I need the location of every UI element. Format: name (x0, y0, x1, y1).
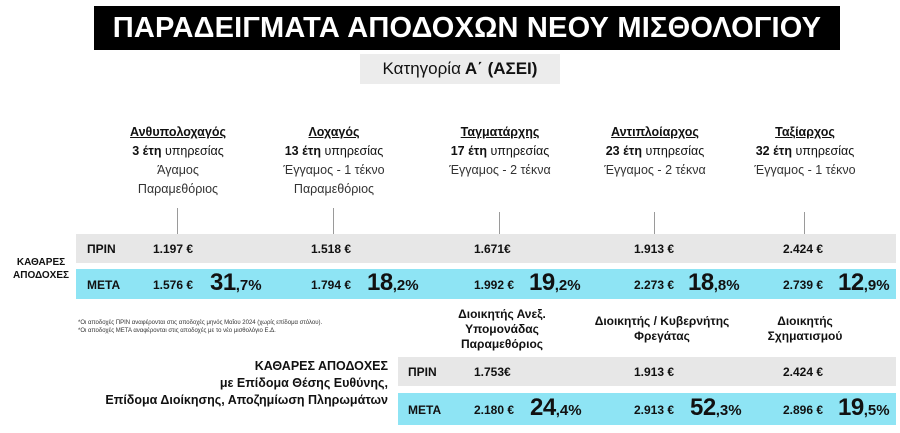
column-tagmatarchis: Ταγματάρχης 17 έτη υπηρεσίας Έγγαμος - 2… (425, 123, 575, 180)
location-status: Παραμεθόριος (137, 182, 219, 196)
net-salary-label: ΚΑΘΑΡΕΣ ΑΠΟΔΟΧΕΣ (13, 257, 69, 281)
allowance-before-value: 1.913 € (634, 365, 675, 379)
before-value: 1.518 € (311, 242, 352, 256)
rank-title: Αντιπλοίαρχος (611, 125, 699, 139)
before-value: 2.424 € (783, 242, 824, 256)
command-label-formation: Διοικητής Σχηματισμού (767, 314, 843, 343)
before-value: 1.671€ (474, 242, 511, 256)
before-row-band (76, 234, 896, 263)
after-value: 2.739 € (783, 278, 824, 292)
connector-line (333, 208, 334, 234)
column-antiploiarchos: Αντιπλοίαρχος 23 έτη υπηρεσίας Έγγαμος -… (580, 123, 730, 180)
category-subtitle: Κατηγορία Α΄ (ΑΣΕΙ) (360, 54, 560, 84)
allowance-increase-percent: 52,3% (690, 394, 742, 421)
connector-line (804, 212, 805, 234)
allowance-increase-percent: 24,4% (530, 394, 582, 421)
allowance-after-value: 2.896 € (783, 403, 824, 417)
allowance-after-label: ΜΕΤΑ (408, 403, 442, 417)
after-value: 1.794 € (311, 278, 352, 292)
family-status: Έγγαμος - 1 τέκνο (754, 163, 856, 177)
rank-title: Ανθυπολοχαγός (130, 125, 226, 139)
before-value: 1.197 € (153, 242, 194, 256)
family-status: Έγγαμος - 2 τέκνα (604, 163, 706, 177)
column-lochagos: Λοχαγός 13 έτη υπηρεσίας Έγγαμος - 1 τέκ… (259, 123, 409, 199)
family-status: Έγγαμος - 1 τέκνο (283, 163, 385, 177)
net-salary-with-allowances-title: ΚΑΘΑΡΕΣ ΑΠΟΔΟΧΕΣ με Επίδομα Θέσης Ευθύνη… (105, 359, 388, 407)
after-value: 2.273 € (634, 278, 675, 292)
years-of-service: 17 έτη υπηρεσίας (450, 144, 550, 158)
rank-title: Ταγματάρχης (460, 125, 540, 139)
increase-percent: 12,9% (838, 269, 890, 296)
family-status: Έγγαμος - 2 τέκνα (449, 163, 551, 177)
family-status: Άγαμος (157, 163, 199, 177)
before-value: 1.913 € (634, 242, 675, 256)
allowance-before-value: 2.424 € (783, 365, 824, 379)
allowance-after-value: 2.913 € (634, 403, 675, 417)
increase-percent: 31,7% (210, 269, 262, 296)
allowance-before-value: 1.753€ (474, 365, 511, 379)
after-row-label: ΜΕΤΑ (87, 278, 121, 292)
connector-line (654, 212, 655, 234)
increase-percent: 18,2% (367, 269, 419, 296)
column-taxiarchos: Ταξίαρχος 32 έτη υπηρεσίας Έγγαμος - 1 τ… (730, 123, 880, 180)
rank-title: Ταξίαρχος (775, 125, 835, 139)
after-value: 1.576 € (153, 278, 194, 292)
allowance-before-label: ΠΡΙΝ (408, 365, 437, 379)
footnotes: *Οι αποδοχές ΠΡΙΝ αναφέρονται στις αποδο… (78, 320, 323, 334)
connector-line (499, 212, 500, 234)
page-title: ΠΑΡΑΔΕΙΓΜΑΤΑ ΑΠΟΔΟΧΩΝ ΝΕΟΥ ΜΙΣΘΟΛΟΓΙΟΥ (94, 6, 840, 50)
years-of-service: 13 έτη υπηρεσίας (284, 144, 384, 158)
column-anthypolochagos: Ανθυπολοχαγός 3 έτη υπηρεσίας Άγαμος Παρ… (103, 123, 253, 199)
allowance-before-row-band (398, 357, 896, 386)
increase-percent: 19,2% (529, 269, 581, 296)
increase-percent: 18,8% (688, 269, 740, 296)
years-of-service: 3 έτη υπηρεσίας (132, 144, 224, 158)
allowance-after-row-band (398, 393, 896, 425)
years-of-service: 23 έτη υπηρεσίας (605, 144, 705, 158)
location-status: Παραμεθόριος (293, 182, 375, 196)
rank-title: Λοχαγός (308, 125, 360, 139)
connector-line (177, 208, 178, 234)
after-value: 1.992 € (474, 278, 515, 292)
command-label-independent-subunit: Διοικητής Ανεξ. Υπομονάδας Παραμεθόριος (458, 307, 546, 351)
allowance-increase-percent: 19,5% (838, 394, 890, 421)
command-label-frigate: Διοικητής / Κυβερνήτης Φρεγάτας (594, 314, 730, 343)
before-row-label: ΠΡΙΝ (87, 242, 116, 256)
after-row-band (76, 269, 896, 299)
years-of-service: 32 έτη υπηρεσίας (755, 144, 855, 158)
allowance-after-value: 2.180 € (474, 403, 515, 417)
